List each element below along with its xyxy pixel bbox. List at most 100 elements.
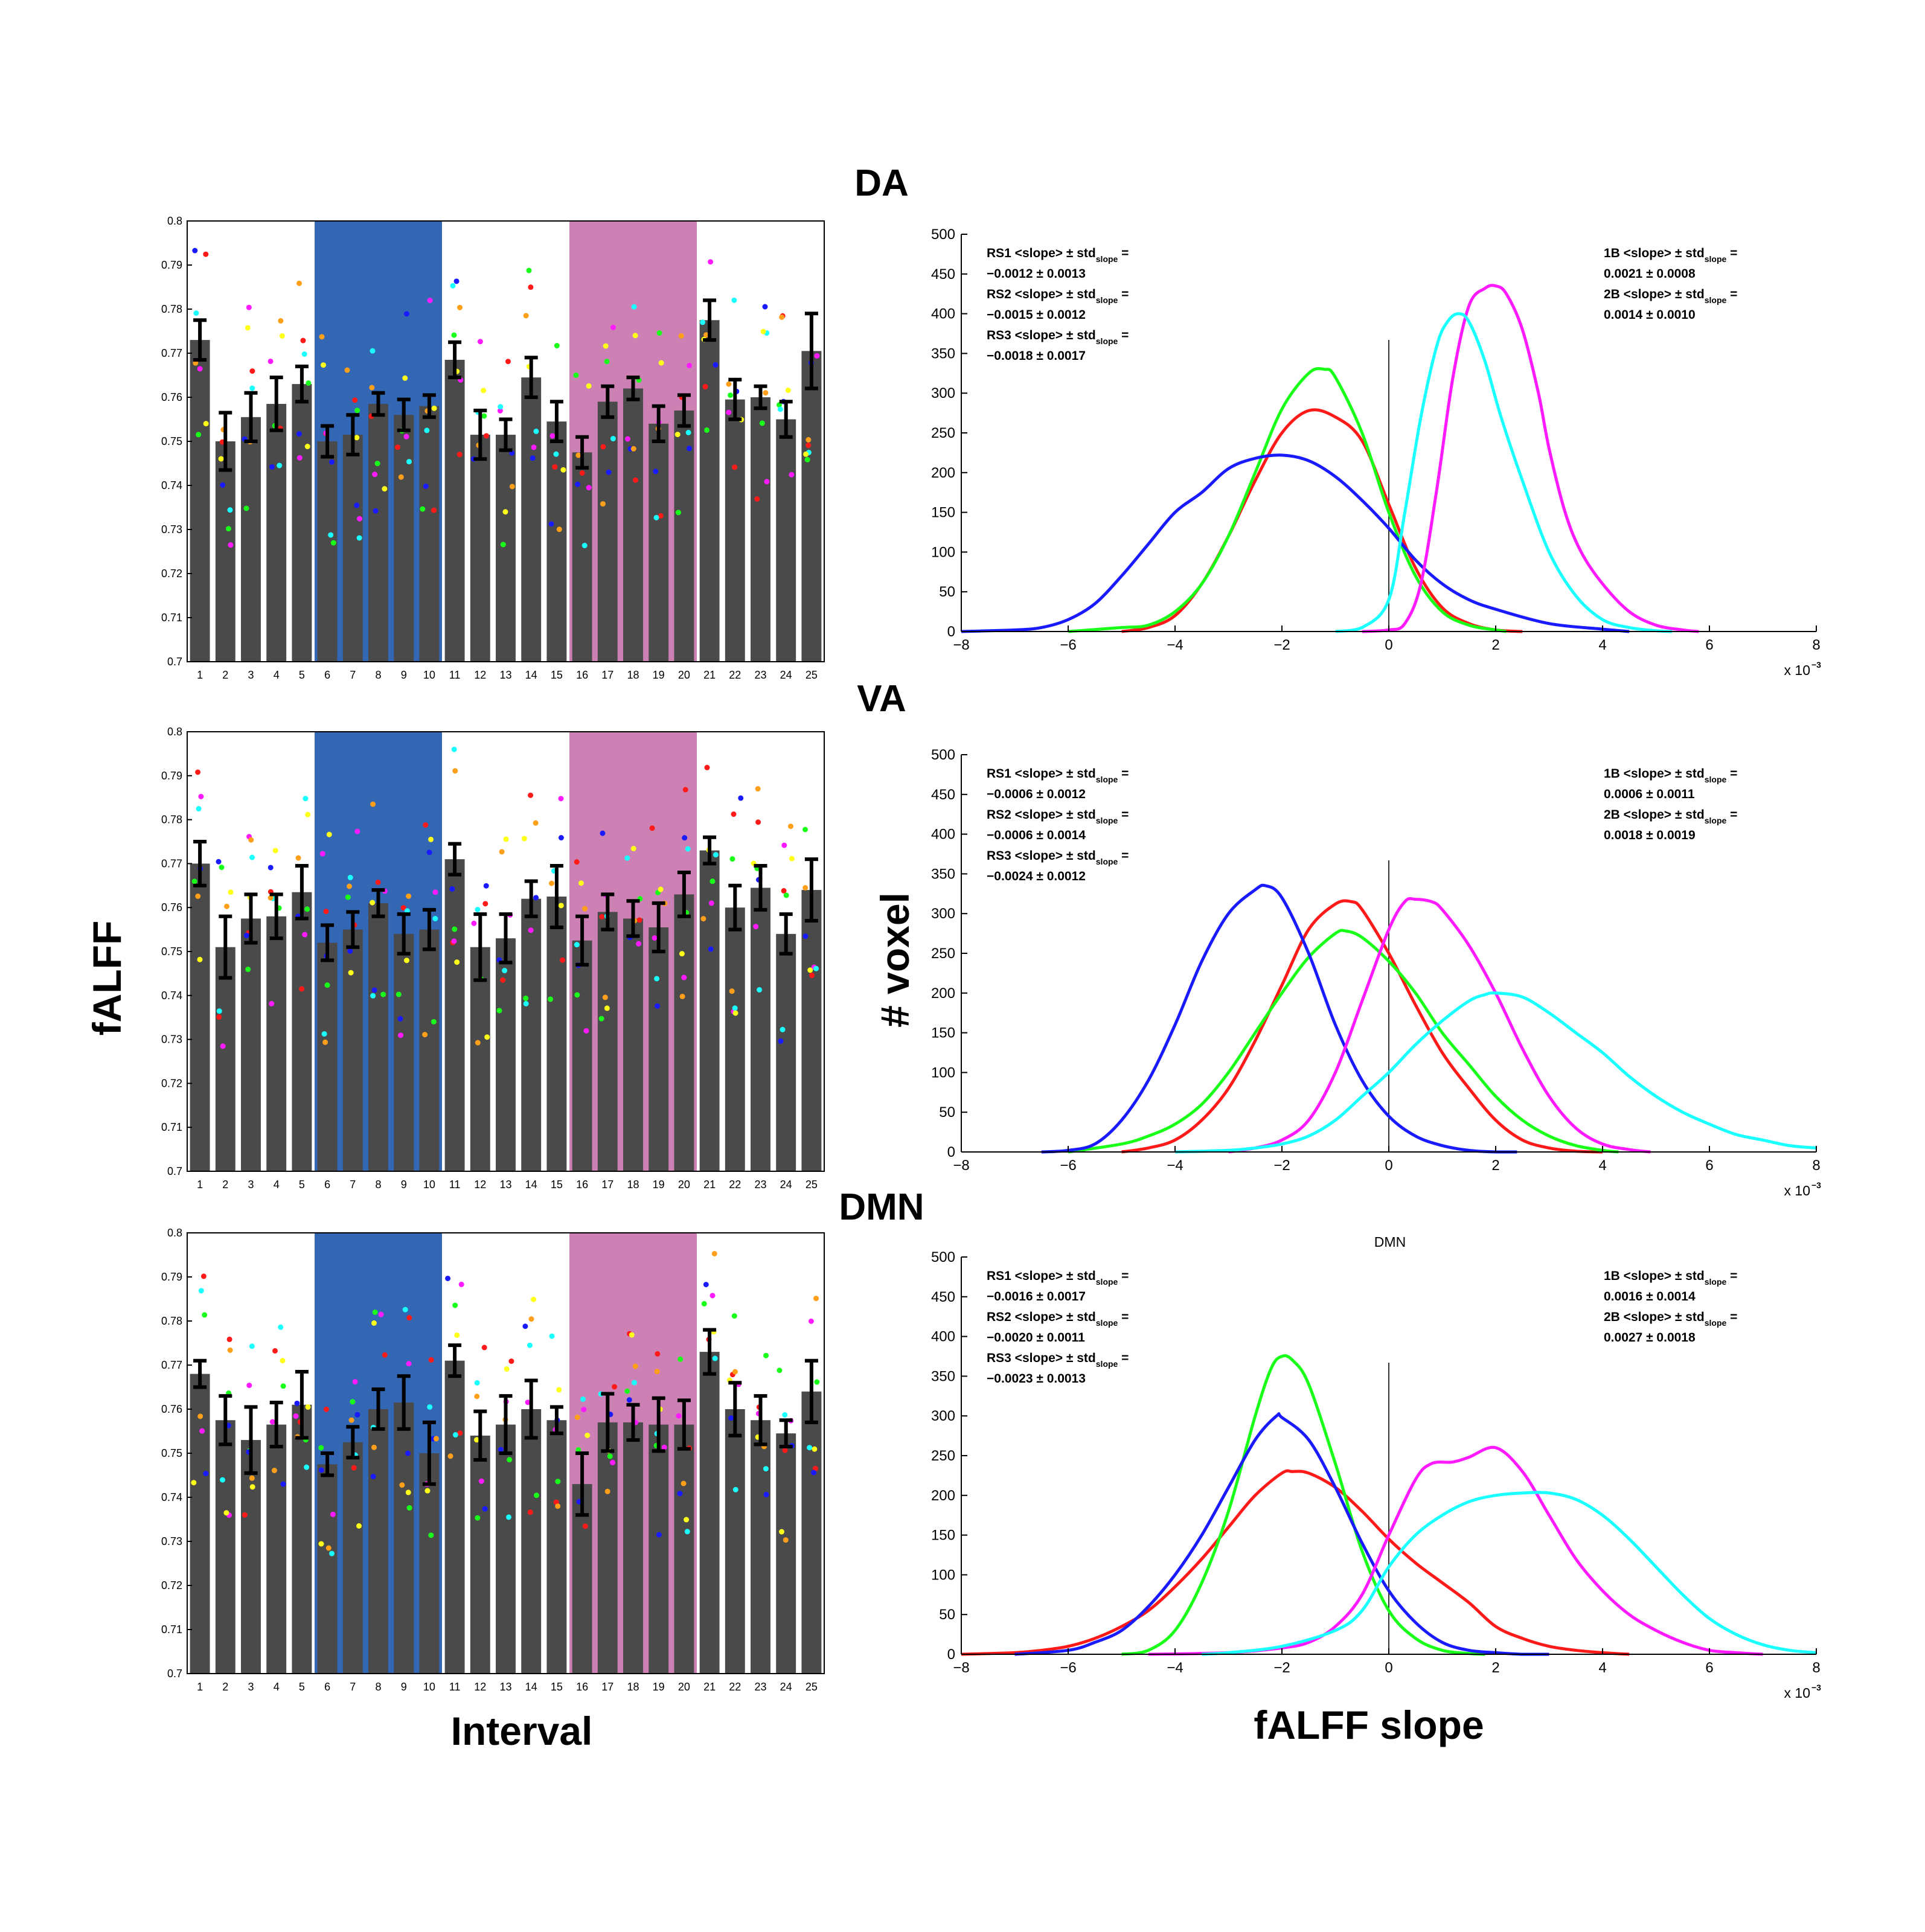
subject-dot	[549, 1333, 555, 1339]
subject-dot	[249, 854, 255, 860]
subject-dot	[558, 835, 564, 841]
subject-dot	[345, 894, 351, 900]
subject-dot	[428, 1357, 434, 1363]
bar-chart-dmn: 1 2 3 4 5 6 7 8 9 10 11 12 13 14 15 16 17 18 19 20 21 22 23 24 2…	[161, 1227, 825, 1693]
y-tick-label: 250	[931, 425, 955, 441]
series-rs2-line	[1121, 1354, 1485, 1656]
subject-dot	[406, 1315, 412, 1321]
subject-dot	[193, 310, 199, 316]
subject-dot	[656, 330, 662, 336]
bar	[292, 1404, 312, 1674]
subject-dot	[423, 822, 429, 828]
bar	[215, 441, 235, 662]
subject-dot	[600, 444, 606, 450]
x-tick-label: 16	[576, 669, 588, 681]
y-tick-label: 0.71	[161, 1121, 182, 1133]
subject-dot	[398, 474, 404, 480]
subject-dot	[293, 1413, 299, 1419]
subject-dot	[712, 1355, 718, 1361]
subject-dot	[777, 406, 783, 412]
subject-dot	[497, 408, 503, 414]
subject-dot	[555, 1503, 561, 1509]
subject-dot	[197, 956, 203, 962]
y-tick-label: 300	[931, 1408, 955, 1424]
subject-dot	[191, 878, 197, 884]
subject-dot	[599, 913, 605, 920]
y-tick-label: 450	[931, 1289, 955, 1305]
bar	[215, 1420, 235, 1674]
y-tick-label: 0.7	[167, 656, 182, 668]
subject-dot	[632, 333, 638, 339]
y-tick-label: 0.78	[161, 814, 182, 826]
subject-dot	[604, 1005, 610, 1011]
hist-inner-title-dmn: DMN	[1374, 1234, 1406, 1250]
x-tick-label: 21	[703, 669, 716, 681]
subject-dot	[321, 362, 327, 368]
x-tick-label: −4	[1167, 1157, 1183, 1174]
subject-dot	[451, 332, 457, 338]
x-tick-label: 0	[1385, 637, 1392, 653]
subject-dot	[604, 359, 610, 365]
y-tick-label: 0.76	[161, 1403, 182, 1415]
y-tick-label: 200	[931, 1488, 955, 1504]
subject-dot	[581, 1407, 587, 1413]
subject-dot	[403, 311, 409, 317]
subject-dot	[533, 895, 539, 901]
y-tick-label: 100	[931, 544, 955, 560]
x-tick-label: 10	[423, 1681, 435, 1693]
bar	[725, 907, 745, 1171]
y-tick-label: 200	[931, 465, 955, 481]
subject-dot	[679, 993, 685, 999]
x-tick-label: 18	[627, 1681, 639, 1693]
subject-dot	[729, 856, 735, 862]
x-tick-label: 2	[222, 1179, 228, 1191]
y-tick-label: 200	[931, 985, 955, 1002]
x-tick-label: 9	[401, 1179, 407, 1191]
y-tick-label: 150	[931, 1527, 955, 1544]
subject-dot	[526, 267, 532, 273]
histogram-dmn: 0 50 100 150 200 250 300 350 400 450 500 −8 −6 −4 −2 0 2…	[931, 1249, 1821, 1701]
x-tick-label: 19	[653, 669, 665, 681]
y-tick-label: 0.73	[161, 523, 182, 536]
y-tick-label: 0.77	[161, 857, 182, 869]
subject-dot	[598, 1016, 604, 1022]
x-tick-label: 20	[678, 669, 690, 681]
subject-dot	[652, 935, 658, 941]
subject-dot	[558, 796, 564, 802]
x-tick-label: 1	[197, 1681, 203, 1693]
subject-dot	[812, 1465, 818, 1471]
subject-dot	[305, 1404, 311, 1410]
subject-dot	[227, 1347, 233, 1353]
subject-dot	[403, 958, 409, 964]
histogram-da: 0 50 100 150 200 250 300 350 400 450 500 −8 −6 −4 −2 0 2…	[931, 226, 1821, 678]
subject-dot	[633, 477, 639, 483]
subject-dot	[701, 1300, 707, 1307]
subject-dot	[249, 368, 255, 374]
subject-dot	[612, 1384, 618, 1390]
subject-dot	[405, 1489, 411, 1495]
subject-dot	[370, 993, 376, 999]
subject-dot	[502, 509, 508, 515]
bar	[470, 1435, 490, 1674]
x-tick-label: −4	[1167, 637, 1183, 653]
subject-dot	[196, 806, 202, 812]
bar	[623, 388, 643, 662]
subject-dot	[303, 796, 309, 802]
subject-dot	[527, 1342, 533, 1348]
x-tick-label: 25	[806, 1179, 818, 1191]
subject-dot	[610, 324, 616, 330]
subject-dot	[507, 1457, 513, 1463]
subject-dot	[811, 1470, 817, 1476]
subject-dot	[732, 1005, 738, 1011]
x-tick-label: 14	[525, 669, 537, 681]
subject-dot	[423, 483, 429, 489]
annotation-left-value: −0.0024 ± 0.0012	[987, 869, 1086, 883]
bar	[368, 1409, 388, 1674]
subject-dot	[431, 405, 437, 411]
subject-dot	[452, 1302, 458, 1308]
subject-dot	[228, 542, 234, 548]
annotation-left-label: RS2 <slope> ± stdslope =	[987, 808, 1129, 825]
bar	[419, 406, 440, 662]
bar	[190, 863, 210, 1171]
